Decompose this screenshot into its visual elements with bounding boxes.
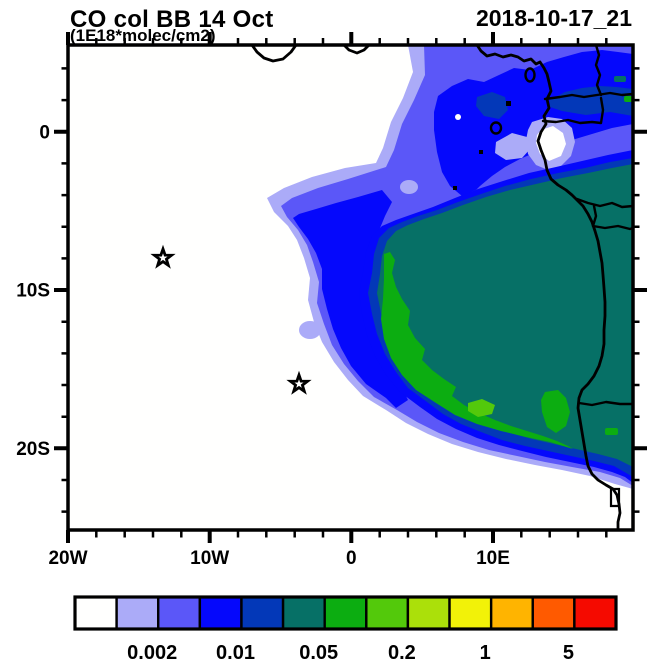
teal-speck-north — [614, 76, 626, 82]
x-tick-label-10e: 10E — [476, 548, 510, 569]
units-subtitle: (1E18*molec/cm2) — [70, 26, 216, 45]
colorbar-label-001: 0.01 — [216, 642, 255, 664]
point-marker-3 — [453, 186, 457, 190]
timestamp-label: 2018-10-17_21 — [476, 5, 632, 31]
island-outline-bioko — [524, 67, 536, 83]
colorbar-cell-8 — [365, 595, 410, 631]
minor-ticks — [61, 38, 640, 538]
colorbar-cell-9 — [406, 595, 451, 631]
country-borders — [541, 45, 633, 407]
coastal-clear-spot — [536, 126, 566, 161]
colorbar-cell-5 — [240, 595, 285, 631]
major-ticks — [54, 32, 647, 543]
coastal-lavender-patch — [495, 133, 531, 160]
north-lobe-navy-blob — [476, 92, 508, 119]
colorbar-cell-10 — [448, 595, 493, 631]
colorbar-cell-11 — [489, 595, 534, 631]
colorbar: 0.002 0.01 0.05 0.2 1 5 — [73, 595, 618, 664]
colorbar-label-5: 5 — [563, 642, 574, 664]
colorbar-cell-3 — [157, 595, 202, 631]
lavender-hole-north — [400, 180, 418, 194]
colorbar-cell-7 — [323, 595, 368, 631]
page-title: CO col BB 14 Oct — [70, 6, 274, 33]
white-dot-detail — [455, 114, 461, 120]
colorbar-cell-1 — [73, 595, 118, 631]
colorbar-label-1: 1 — [480, 642, 491, 664]
island-outline-sao-tome — [489, 121, 503, 135]
point-marker-1 — [506, 101, 511, 106]
point-marker-2 — [479, 150, 483, 154]
colorbar-label-0002: 0.002 — [127, 642, 177, 664]
colorbar-cell-2 — [115, 595, 160, 631]
y-tick-label-0: 0 — [39, 123, 50, 144]
green-speck-south — [605, 428, 618, 435]
colorbar-cell-13 — [573, 595, 618, 631]
x-tick-label-20w: 20W — [48, 548, 87, 569]
coastal-bay-outline — [609, 487, 621, 508]
colorbar-cell-6 — [281, 595, 326, 631]
y-tick-label-20s: 20S — [16, 439, 50, 460]
colorbar-cell-12 — [531, 595, 576, 631]
coastline — [250, 45, 622, 530]
colorbar-cell-4 — [198, 595, 243, 631]
x-tick-label-0: 0 — [346, 548, 357, 569]
colorbar-label-02: 0.2 — [388, 642, 416, 664]
coastal-green-patch — [541, 390, 570, 433]
x-tick-label-10w: 10W — [190, 548, 229, 569]
green-speck-north — [624, 96, 633, 102]
plume-green-core — [381, 252, 573, 449]
lavender-hole-west — [299, 321, 321, 339]
colorbar-label-005: 0.05 — [299, 642, 338, 664]
y-tick-label-10s: 10S — [16, 281, 50, 302]
green-core-bright-patch — [468, 399, 495, 417]
colorbar-border — [73, 595, 618, 631]
contour-field — [68, 45, 633, 530]
